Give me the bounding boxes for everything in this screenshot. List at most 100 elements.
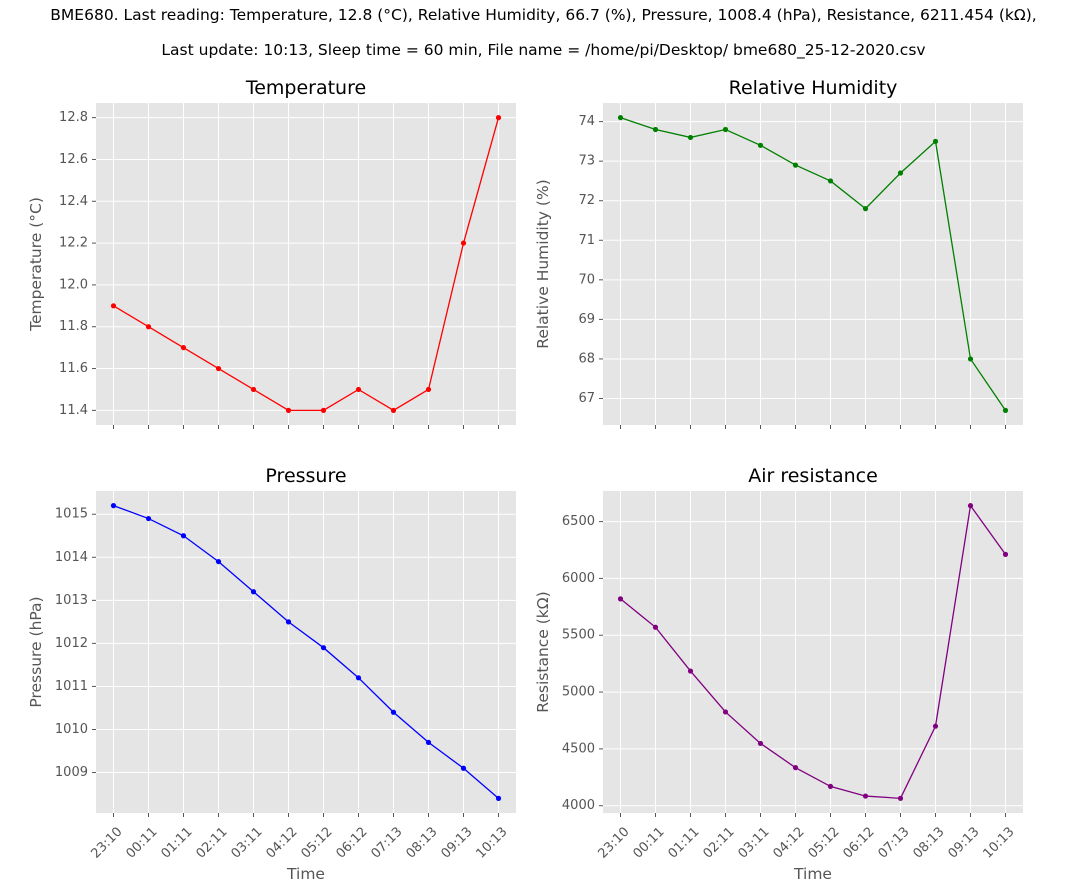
temperature-data-point xyxy=(460,240,467,246)
resistance-y-tick-label: 4500 xyxy=(562,741,595,756)
temperature-y-tick-label: 11.6 xyxy=(59,361,88,376)
pressure-x-tick-label: 09:13 xyxy=(438,824,475,861)
humidity-chart-title: Relative Humidity xyxy=(729,77,898,99)
resistance-series-line xyxy=(620,503,1007,800)
humidity-data-point xyxy=(932,138,939,144)
temperature-data-point xyxy=(145,324,152,330)
pressure-y-tick-label: 1011 xyxy=(55,679,88,694)
temperature-data-point xyxy=(320,407,327,413)
resistance-x-tick-label: 01:11 xyxy=(665,824,702,861)
temperature-series-line xyxy=(113,117,500,412)
temperature-data-point xyxy=(355,386,362,393)
resistance-data-point xyxy=(1002,551,1009,557)
temperature-data-point xyxy=(180,345,187,351)
humidity-series-line xyxy=(620,117,1007,411)
temperature-data-point xyxy=(250,386,257,393)
pressure-y-tick-label: 1013 xyxy=(55,593,88,608)
pressure-x-tick-label: 01:11 xyxy=(158,824,195,861)
pressure-x-tick-label: 00:11 xyxy=(123,824,160,861)
resistance-x-tick-label: 04:12 xyxy=(770,824,807,861)
pressure-x-tick-label: 23:10 xyxy=(88,824,125,861)
pressure-x-tick-label: 06:12 xyxy=(333,824,370,861)
pressure-x-tick-label: 03:11 xyxy=(228,824,265,861)
temperature-y-tick-label: 12.0 xyxy=(59,277,88,292)
humidity-y-tick-label: 70 xyxy=(578,272,595,287)
temperature-data-point xyxy=(215,365,222,372)
pressure-data-point xyxy=(110,503,117,509)
humidity-y-tick-label: 67 xyxy=(578,391,595,406)
humidity-data-point xyxy=(687,134,694,141)
pressure-x-tick-label: 04:12 xyxy=(263,824,300,861)
pressure-x-tick-label: 07:13 xyxy=(368,824,405,861)
resistance-x-tick-label: 00:11 xyxy=(630,824,667,861)
resistance-data-point xyxy=(757,740,764,747)
resistance-y-tick-label: 4000 xyxy=(562,798,595,813)
temperature-y-axis-label: Temperature (°C) xyxy=(27,197,45,332)
resistance-data-point xyxy=(827,783,834,790)
resistance-x-tick-label: 06:12 xyxy=(840,824,877,861)
resistance-x-tick-label: 03:11 xyxy=(735,824,772,861)
temperature-y-tick-label: 11.4 xyxy=(59,403,88,418)
temperature-data-point xyxy=(425,386,432,393)
resistance-data-point xyxy=(932,723,939,729)
pressure-data-point xyxy=(495,795,502,801)
resistance-y-tick-label: 5000 xyxy=(562,685,595,700)
temperature-chart-title: Temperature xyxy=(245,77,366,99)
pressure-data-point xyxy=(390,709,397,715)
resistance-x-tick-label: 07:13 xyxy=(875,824,912,861)
resistance-x-axis-label: Time xyxy=(793,865,832,883)
humidity-data-point xyxy=(652,126,659,133)
humidity-y-tick-label: 69 xyxy=(578,312,595,327)
temperature-data-point xyxy=(390,407,397,413)
pressure-data-point xyxy=(320,645,327,651)
temperature-data-point xyxy=(495,115,502,121)
resistance-plot-area xyxy=(603,491,1023,813)
resistance-data-point xyxy=(687,668,694,674)
pressure-series-line xyxy=(113,505,499,799)
humidity-data-point xyxy=(827,178,834,184)
pressure-data-point xyxy=(215,558,222,565)
humidity-data-point xyxy=(722,126,729,133)
temperature-data-point xyxy=(285,407,292,413)
humidity-chart: 67 68 69 70 71 72 73 74 Relative Humidity Relativ… xyxy=(534,77,1023,429)
pressure-x-tick-label: 10:13 xyxy=(473,824,510,861)
resistance-x-tick-label: 05:12 xyxy=(805,824,842,861)
temperature-y-tick-label: 12.4 xyxy=(59,194,88,209)
pressure-data-point xyxy=(285,619,292,625)
resistance-data-point xyxy=(722,709,729,715)
resistance-data-point xyxy=(792,765,799,771)
pressure-plot-area xyxy=(96,491,516,813)
pressure-data-point xyxy=(425,739,432,746)
pressure-x-tick-label: 05:12 xyxy=(298,824,335,861)
temperature-y-tick-label: 12.2 xyxy=(59,236,88,251)
resistance-y-tick-label: 5500 xyxy=(562,628,595,643)
pressure-y-tick-label: 1012 xyxy=(55,636,88,651)
pressure-chart: 23:1000:1101:1102:1103:1104:1205:1206:12… xyxy=(27,465,516,883)
humidity-y-axis-label: Relative Humidity (%) xyxy=(534,179,552,348)
temperature-y-tick-label: 12.6 xyxy=(59,152,88,167)
pressure-y-tick-label: 1010 xyxy=(55,722,88,737)
resistance-data-point xyxy=(967,503,974,509)
temperature-chart: 11.4 11.6 11.8 12.0 12.2 12.4 12.6 12.8 Temperat… xyxy=(27,77,516,429)
temperature-y-tick-label: 12.8 xyxy=(59,110,88,125)
pressure-y-tick-label: 1009 xyxy=(55,765,88,780)
humidity-data-point xyxy=(757,142,764,148)
humidity-data-point xyxy=(967,356,974,362)
resistance-x-tick-label: 09:13 xyxy=(945,824,982,861)
humidity-y-tick-label: 72 xyxy=(578,193,595,208)
temperature-data-point xyxy=(110,303,117,309)
pressure-data-point xyxy=(355,675,362,681)
figure-title-line-2: Last update: 10:13, Sleep time = 60 min,… xyxy=(161,41,926,59)
humidity-plot-area xyxy=(603,103,1023,425)
temperature-y-tick-label: 11.8 xyxy=(59,319,88,334)
humidity-data-point xyxy=(862,206,869,212)
resistance-chart: 23:1000:1101:1102:1103:1104:1205:1206:12… xyxy=(534,465,1023,883)
resistance-x-tick-label: 08:13 xyxy=(910,824,947,861)
humidity-y-tick-label: 73 xyxy=(578,154,595,169)
pressure-data-point xyxy=(180,533,187,539)
humidity-data-point xyxy=(792,162,799,168)
figure-title-line-1: BME680. Last reading: Temperature, 12.8 … xyxy=(50,6,1037,24)
resistance-data-point xyxy=(897,795,904,801)
pressure-y-axis-label: Pressure (hPa) xyxy=(27,596,45,707)
pressure-data-point xyxy=(250,589,257,595)
